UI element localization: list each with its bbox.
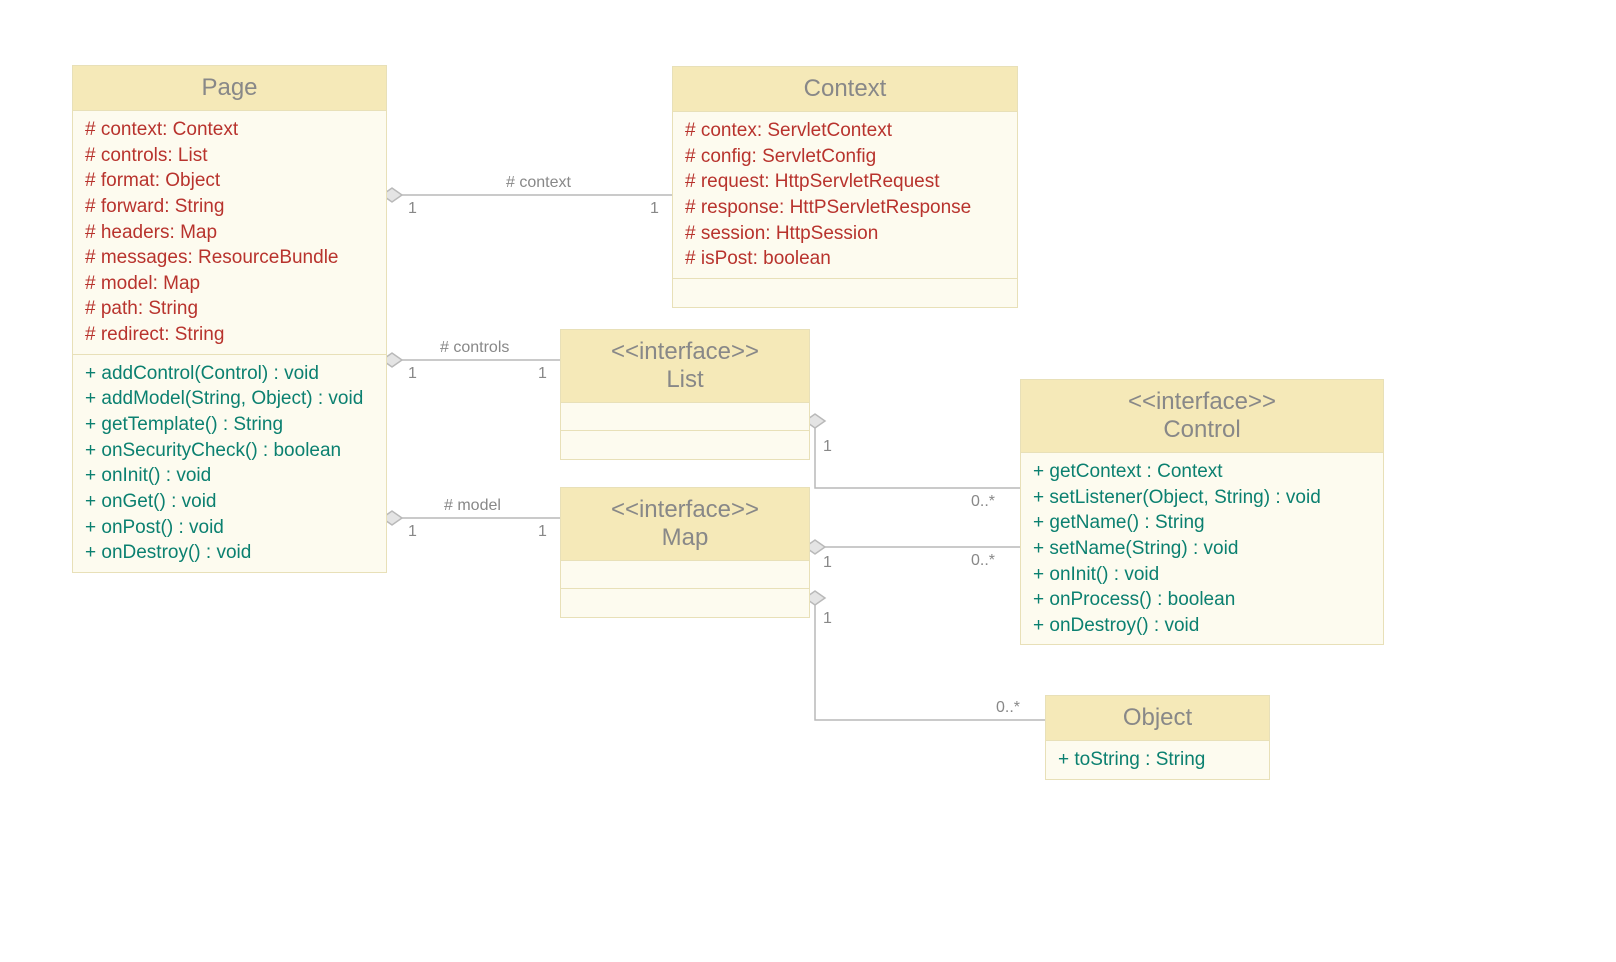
attributes-section: # contex: ServletContext# config: Servle… (673, 112, 1017, 279)
class-map: <<interface>> Map (560, 487, 810, 618)
method: + onDestroy() : void (85, 540, 374, 566)
class-title: Page (73, 66, 386, 111)
attribute: # controls: List (85, 143, 374, 169)
class-name: Control (1033, 416, 1371, 444)
class-page: Page # context: Context# controls: List#… (72, 65, 387, 573)
method: + setName(String) : void (1033, 536, 1371, 562)
stereotype: <<interface>> (573, 338, 797, 366)
attribute: # forward: String (85, 194, 374, 220)
class-title: <<interface>> List (561, 330, 809, 403)
method: + onInit() : void (1033, 562, 1371, 588)
methods-section: + getContext : Context+ setListener(Obje… (1021, 453, 1383, 644)
attribute: # format: Object (85, 168, 374, 194)
multiplicity-label: 0..* (971, 493, 995, 511)
multiplicity-label: 1 (823, 438, 832, 456)
multiplicity-label: 1 (823, 554, 832, 572)
attribute: # contex: ServletContext (685, 118, 1005, 144)
class-title: <<interface>> Map (561, 488, 809, 561)
multiplicity-label: 1 (538, 365, 547, 383)
method: + onProcess() : boolean (1033, 587, 1371, 613)
edge-list-control (815, 421, 1020, 488)
attributes-section (561, 561, 809, 589)
methods-section: + addControl(Control) : void+ addModel(S… (73, 355, 386, 572)
methods-section (561, 431, 809, 459)
stereotype: <<interface>> (1033, 388, 1371, 416)
attribute: # path: String (85, 296, 374, 322)
method: + setListener(Object, String) : void (1033, 485, 1371, 511)
class-title: <<interface>> Control (1021, 380, 1383, 453)
method: + onGet() : void (85, 489, 374, 515)
class-title: Context (673, 67, 1017, 112)
multiplicity-label: 1 (823, 610, 832, 628)
method: + onPost() : void (85, 515, 374, 541)
class-control: <<interface>> Control + getContext : Con… (1020, 379, 1384, 645)
attribute: # model: Map (85, 271, 374, 297)
attribute: # headers: Map (85, 220, 374, 246)
multiplicity-label: 0..* (996, 699, 1020, 717)
class-list: <<interface>> List (560, 329, 810, 460)
attribute: # request: HttpServletRequest (685, 169, 1005, 195)
multiplicity-label: 1 (650, 200, 659, 218)
edge-label: # context (506, 174, 571, 192)
methods-section (561, 589, 809, 617)
multiplicity-label: 1 (408, 200, 417, 218)
attribute: # redirect: String (85, 322, 374, 348)
attribute: # response: HttPServletResponse (685, 195, 1005, 221)
method: + getContext : Context (1033, 459, 1371, 485)
attributes-section: # context: Context# controls: List# form… (73, 111, 386, 355)
method: + addControl(Control) : void (85, 361, 374, 387)
class-context: Context # contex: ServletContext# config… (672, 66, 1018, 308)
method: + getTemplate() : String (85, 412, 374, 438)
multiplicity-label: 1 (538, 523, 547, 541)
method: + toString : String (1058, 747, 1257, 773)
edge-label: # controls (440, 339, 509, 357)
method: + onSecurityCheck() : boolean (85, 438, 374, 464)
method: + getName() : String (1033, 510, 1371, 536)
method: + onDestroy() : void (1033, 613, 1371, 639)
methods-section (673, 279, 1017, 307)
attribute: # config: ServletConfig (685, 144, 1005, 170)
attribute: # session: HttpSession (685, 221, 1005, 247)
class-name: Map (573, 524, 797, 552)
class-name: List (573, 366, 797, 394)
method: + addModel(String, Object) : void (85, 386, 374, 412)
edge-map-object (815, 598, 1045, 720)
attributes-section (561, 403, 809, 431)
attribute: # messages: ResourceBundle (85, 245, 374, 271)
multiplicity-label: 1 (408, 523, 417, 541)
attribute: # isPost: boolean (685, 246, 1005, 272)
stereotype: <<interface>> (573, 496, 797, 524)
class-title: Object (1046, 696, 1269, 741)
multiplicity-label: 0..* (971, 552, 995, 570)
edge-label: # model (444, 497, 501, 515)
methods-section: + toString : String (1046, 741, 1269, 779)
class-object: Object + toString : String (1045, 695, 1270, 780)
attribute: # context: Context (85, 117, 374, 143)
method: + onInit() : void (85, 463, 374, 489)
multiplicity-label: 1 (408, 365, 417, 383)
